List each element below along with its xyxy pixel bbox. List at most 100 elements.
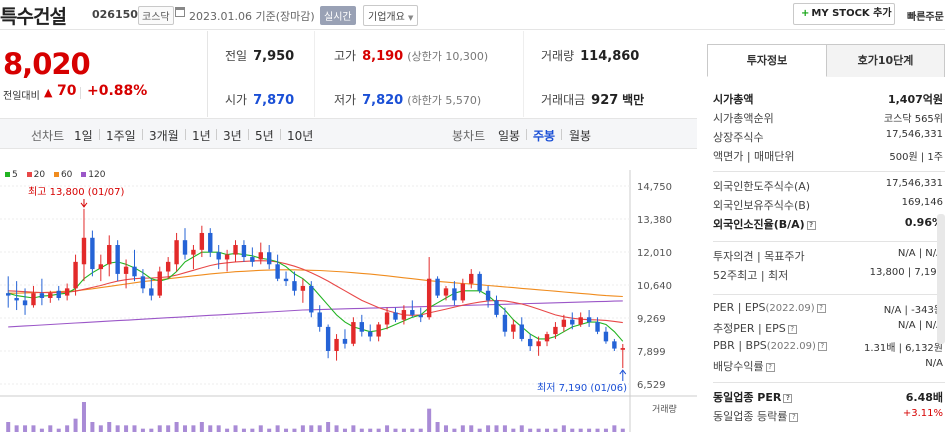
candle-body <box>140 276 146 289</box>
candle-body <box>544 334 550 342</box>
tab-order-book[interactable]: 호가10단계 <box>827 44 945 77</box>
candle-body <box>31 293 36 306</box>
info-row: 시가총액순위 코스닥 565위 <box>713 110 943 127</box>
period-5y[interactable]: 5년 <box>255 129 274 143</box>
info-row: 액면가 | 매매단위 500원 | 1주 <box>713 148 943 165</box>
info-label-text: 추정PER | EPS <box>713 322 786 335</box>
legend-ma120: 120 <box>81 170 105 180</box>
help-icon[interactable]: ? <box>787 325 797 334</box>
candle-body <box>266 252 272 265</box>
help-icon[interactable]: ? <box>789 413 799 422</box>
help-icon[interactable]: ? <box>816 304 826 313</box>
y-tick-label: 14,750 <box>637 182 672 193</box>
volume-bar <box>317 425 322 432</box>
stat-label: 전일 <box>225 49 248 63</box>
candle-body <box>157 271 162 296</box>
help-icon[interactable]: ? <box>817 342 827 351</box>
info-row-value: +3.11% <box>902 408 943 419</box>
candle-body <box>502 314 508 332</box>
low-arrow-head <box>619 369 627 375</box>
period-10y[interactable]: 10년 <box>287 129 314 143</box>
section-divider <box>713 294 945 295</box>
scrollbar[interactable] <box>937 214 945 344</box>
candle-body <box>48 293 53 298</box>
help-icon[interactable]: ? <box>783 394 793 403</box>
volume-bar <box>376 428 381 432</box>
candle-body <box>342 338 348 344</box>
chevron-down-icon: ▼ <box>408 14 414 22</box>
legend-label: 20 <box>33 170 46 180</box>
volume-bar <box>393 428 398 432</box>
volume-bar <box>359 428 364 432</box>
chart-legend: 5 20 60 120 <box>5 170 111 180</box>
tab-investment-info[interactable]: 투자정보 <box>707 44 827 77</box>
candle-body <box>182 240 188 255</box>
info-row-label: 52주최고 | 최저 <box>713 267 788 283</box>
info-row-value: 0.96% <box>904 216 943 229</box>
info-row-value: N/A | N/A <box>897 248 943 259</box>
stat-prev-close: 전일 7,950 <box>225 47 294 64</box>
volume-bar <box>477 428 482 432</box>
stock-header: 특수건설 026150 코스닥 2023.01.06 기준(장마감) 실시간 기… <box>0 0 945 30</box>
market-badge: 코스닥 <box>138 6 174 25</box>
stock-code: 026150 <box>92 8 138 21</box>
candle-body <box>199 232 205 250</box>
candle-body <box>165 261 171 272</box>
info-label-text: 투자의견 | 목표주가 <box>713 250 805 263</box>
volume-bar <box>6 422 11 432</box>
mystock-add-button[interactable]: + MY STOCK 추가 <box>793 3 895 25</box>
candle-body <box>620 348 625 350</box>
info-row: PER | EPS(2022.09)? N/A | -343원 <box>713 301 943 318</box>
divider <box>216 129 217 140</box>
volume-bar <box>267 428 272 432</box>
info-row: 외국인보유주식수(B) 169,146 <box>713 197 943 214</box>
info-row-label: PER | EPS(2022.09)? <box>713 301 826 314</box>
volume-bar <box>14 425 19 432</box>
volume-bar <box>553 428 558 432</box>
ma120-line <box>8 300 623 328</box>
divider <box>248 129 249 140</box>
info-row-label: PBR | BPS(2022.09)? <box>713 339 827 352</box>
quick-order-link[interactable]: 빠른주문 <box>907 12 944 23</box>
divider <box>80 87 81 99</box>
candle-daily[interactable]: 일봉 <box>498 129 521 143</box>
volume-bar <box>39 428 44 432</box>
period-3y[interactable]: 3년 <box>223 129 242 143</box>
price-change-percent: +0.88% <box>87 83 148 99</box>
period-1w[interactable]: 1주일 <box>106 129 136 143</box>
divider <box>185 129 186 140</box>
volume-bar <box>292 428 297 432</box>
info-row-value: N/A <box>925 358 943 369</box>
volume-bar <box>132 425 137 432</box>
candle-weekly[interactable]: 주봉 <box>533 129 556 143</box>
info-row-label: 외국인보유주식수(B) <box>713 197 810 213</box>
candle-body <box>258 252 263 260</box>
volume-bar <box>418 428 423 432</box>
volume-bar <box>443 425 448 432</box>
candle-body <box>359 322 365 332</box>
candle-body <box>283 278 289 282</box>
info-row-label: 액면가 | 매매단위 <box>713 148 795 164</box>
info-label-text: 외국인보유주식수(B) <box>713 199 811 212</box>
volume-bar <box>519 425 524 432</box>
legend-ma5: 5 <box>5 170 18 180</box>
volume-axis-label: 거래량 <box>652 403 677 415</box>
period-1d[interactable]: 1일 <box>74 129 93 143</box>
help-icon[interactable]: ? <box>765 363 775 372</box>
stock-chart[interactable]: 14,75013,38012,01010,6409,2697,8996,529 … <box>0 150 697 432</box>
period-1y[interactable]: 1년 <box>192 129 211 143</box>
volume-bar <box>275 425 280 432</box>
candle-body <box>511 324 516 332</box>
info-row-value: 1.31배 | 6,132원 <box>863 343 943 354</box>
info-label-text: 동일업종 등락률 <box>713 410 788 423</box>
help-icon[interactable]: ? <box>806 221 816 230</box>
candle-monthly[interactable]: 월봉 <box>569 129 592 143</box>
realtime-button[interactable]: 실시간 <box>320 6 356 25</box>
divider <box>561 129 562 140</box>
period-3m[interactable]: 3개월 <box>149 129 179 143</box>
stat-label: 저가 <box>334 93 357 107</box>
stat-value: 7,870 <box>253 93 295 108</box>
company-overview-dropdown[interactable]: 기업개요 ▼ <box>363 5 419 26</box>
stat-high: 고가 8,190 (상한가 10,300) <box>334 47 488 64</box>
calendar-icon <box>175 7 185 17</box>
